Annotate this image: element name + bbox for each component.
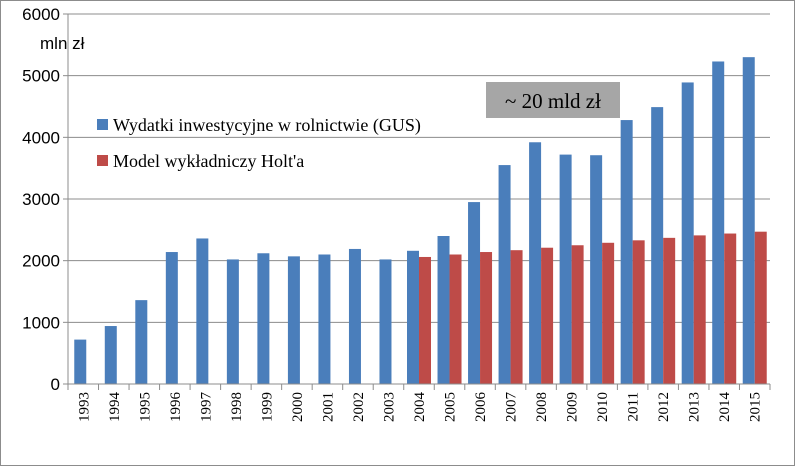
x-axis-ticks: 1993 1994 1995 1996 1997 1998 1999 2000 2001 2002…	[76, 391, 763, 422]
x-tick-label: 2013	[687, 392, 703, 422]
bar-gus	[318, 254, 331, 384]
x-tick-label: 1995	[137, 392, 153, 422]
x-tick-label: 1997	[198, 392, 214, 423]
bar-gus	[498, 165, 511, 384]
bar-gus	[135, 300, 148, 384]
annotation: ~ 20 mld zł	[486, 82, 620, 118]
x-tick-label: 2010	[595, 392, 611, 422]
bar-holt	[632, 240, 645, 384]
bar-gus	[74, 339, 87, 384]
bar-gus	[468, 202, 481, 384]
legend-item-gus: Wydatki inwestycyjne w rolnictwie (GUS)	[97, 115, 421, 136]
bar-gus	[257, 253, 270, 384]
legend-swatch-holt	[97, 155, 108, 166]
axes	[63, 13, 771, 390]
bar-gus	[742, 57, 755, 385]
bar-holt	[449, 254, 462, 384]
bar-holt	[541, 247, 554, 384]
x-tick-label: 2008	[534, 392, 550, 422]
bar-gus	[437, 236, 450, 384]
bar-holt	[663, 237, 676, 384]
legend-swatch-gus	[97, 119, 108, 130]
x-tick-label: 1994	[107, 392, 123, 423]
bar-gus	[559, 154, 572, 384]
x-tick-label: 2001	[320, 392, 336, 422]
bar-holt	[480, 252, 493, 384]
bar-gus	[165, 252, 178, 384]
annotation-box	[486, 82, 620, 118]
bar-gus	[407, 250, 419, 384]
bar-gus	[196, 238, 209, 384]
y-tick-label: 2000	[22, 252, 60, 271]
bar-gus	[529, 142, 542, 384]
x-tick-label: 2012	[656, 392, 672, 422]
x-tick-label: 1996	[168, 392, 184, 423]
annotation-text: ~ 20 mld zł	[505, 89, 601, 113]
bar-holt	[754, 231, 767, 384]
legend: Wydatki inwestycyjne w rolnictwie (GUS) …	[97, 115, 421, 171]
x-tick-label: 2007	[504, 392, 520, 423]
x-tick-label: 2014	[717, 392, 733, 423]
y-tick-label: 4000	[22, 128, 60, 147]
bar-holt	[571, 245, 584, 384]
x-tick-label: 2015	[748, 392, 764, 422]
bar-gus	[620, 120, 633, 385]
bar-gus	[712, 61, 725, 384]
y-tick-label: 5000	[22, 67, 60, 86]
y-axis-unit-label: mln zł	[40, 34, 85, 53]
y-tick-label: 3000	[22, 190, 60, 209]
bar-holt	[724, 233, 737, 384]
bar-gus	[226, 259, 239, 384]
y-tick-label: 0	[51, 375, 60, 394]
x-tick-label: 2011	[626, 392, 642, 421]
legend-label-gus: Wydatki inwestycyjne w rolnictwie (GUS)	[113, 115, 421, 136]
x-tick-label: 2006	[473, 391, 489, 422]
bar-holt	[419, 256, 431, 384]
bar-holt	[602, 242, 615, 384]
x-tick-label: 2000	[290, 392, 306, 422]
bar-holt	[510, 250, 523, 384]
bar-gus	[287, 256, 300, 384]
x-tick-label: 2002	[351, 392, 367, 422]
y-tick-label: 1000	[22, 313, 60, 332]
bar-holt	[693, 235, 706, 384]
x-tick-label: 2004	[412, 392, 428, 423]
x-tick-label: 1998	[229, 392, 245, 422]
legend-item-holt: Model wykładniczy Holt'a	[97, 151, 304, 171]
bar-gus	[379, 259, 392, 384]
bar-gus	[348, 248, 361, 384]
x-tick-label: 2003	[381, 392, 397, 422]
bar-gus	[104, 326, 117, 384]
x-tick-label: 1993	[76, 392, 92, 422]
bar-gus	[681, 82, 694, 384]
y-axis-ticks: 0 1000 2000 3000 4000 5000 6000	[22, 5, 60, 394]
bars	[74, 57, 767, 385]
x-tick-label: 2009	[565, 392, 581, 422]
y-tick-label: 6000	[22, 5, 60, 24]
bar-gus	[590, 155, 603, 384]
x-tick-label: 2005	[443, 392, 459, 422]
legend-label-holt: Model wykładniczy Holt'a	[113, 151, 304, 171]
bar-gus	[651, 107, 664, 384]
x-tick-label: 1999	[259, 392, 275, 422]
